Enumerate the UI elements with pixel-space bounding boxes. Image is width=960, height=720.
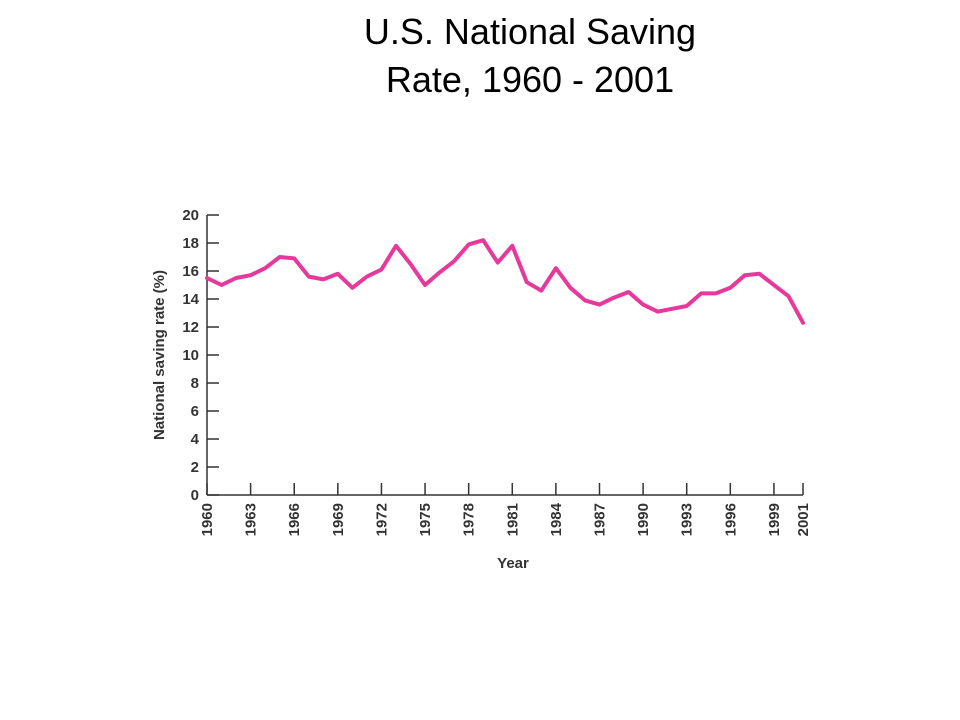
y-tick-label: 20 <box>182 207 199 224</box>
y-tick-label: 8 <box>191 375 199 392</box>
x-tick-label: 1975 <box>417 503 434 536</box>
y-tick-label: 18 <box>182 235 199 252</box>
x-tick-label: 1987 <box>591 503 608 536</box>
slide-title-line-2: Rate, 1960 - 2001 <box>385 59 675 100</box>
x-tick-label: 1984 <box>548 502 565 536</box>
y-tick-label: 4 <box>191 431 200 448</box>
x-tick-label: 1966 <box>286 503 303 536</box>
x-tick-label: 1981 <box>504 503 521 536</box>
x-tick-label: 1972 <box>373 503 390 536</box>
series-group <box>205 238 805 325</box>
y-tick-label: 12 <box>182 319 199 336</box>
y-tick-label: 2 <box>191 459 199 476</box>
y-axis: 0 2 4 6 8 10 12 14 16 18 20 <box>182 207 219 504</box>
x-tick-label: 1990 <box>635 503 652 536</box>
slide-title-line-1: U.S. National Saving <box>363 11 697 52</box>
y-tick-label: 0 <box>191 487 199 504</box>
y-tick-label: 6 <box>191 403 199 420</box>
y-tick-label: 10 <box>182 347 199 364</box>
x-axis-title: Year <box>497 555 529 572</box>
x-tick-label: 2001 <box>795 503 812 536</box>
saving-rate-line <box>205 238 805 325</box>
x-tick-label: 1960 <box>199 503 216 536</box>
x-tick-label: 1996 <box>722 503 739 536</box>
x-axis: 1960 1963 1966 1969 1972 1975 1978 1981 1984 1987… <box>199 483 812 536</box>
x-tick-label: 1978 <box>461 503 478 536</box>
y-tick-label: 14 <box>182 291 199 308</box>
slide-title: U.S. National Saving Rate, 1960 - 2001 <box>250 8 810 104</box>
y-axis-title: National saving rate (%) <box>151 270 168 440</box>
y-tick-label: 16 <box>182 263 199 280</box>
x-tick-label: 1963 <box>243 503 260 536</box>
x-tick-label: 1993 <box>679 503 696 536</box>
x-tick-label: 1969 <box>330 503 347 536</box>
x-tick-label: 1999 <box>766 503 783 536</box>
